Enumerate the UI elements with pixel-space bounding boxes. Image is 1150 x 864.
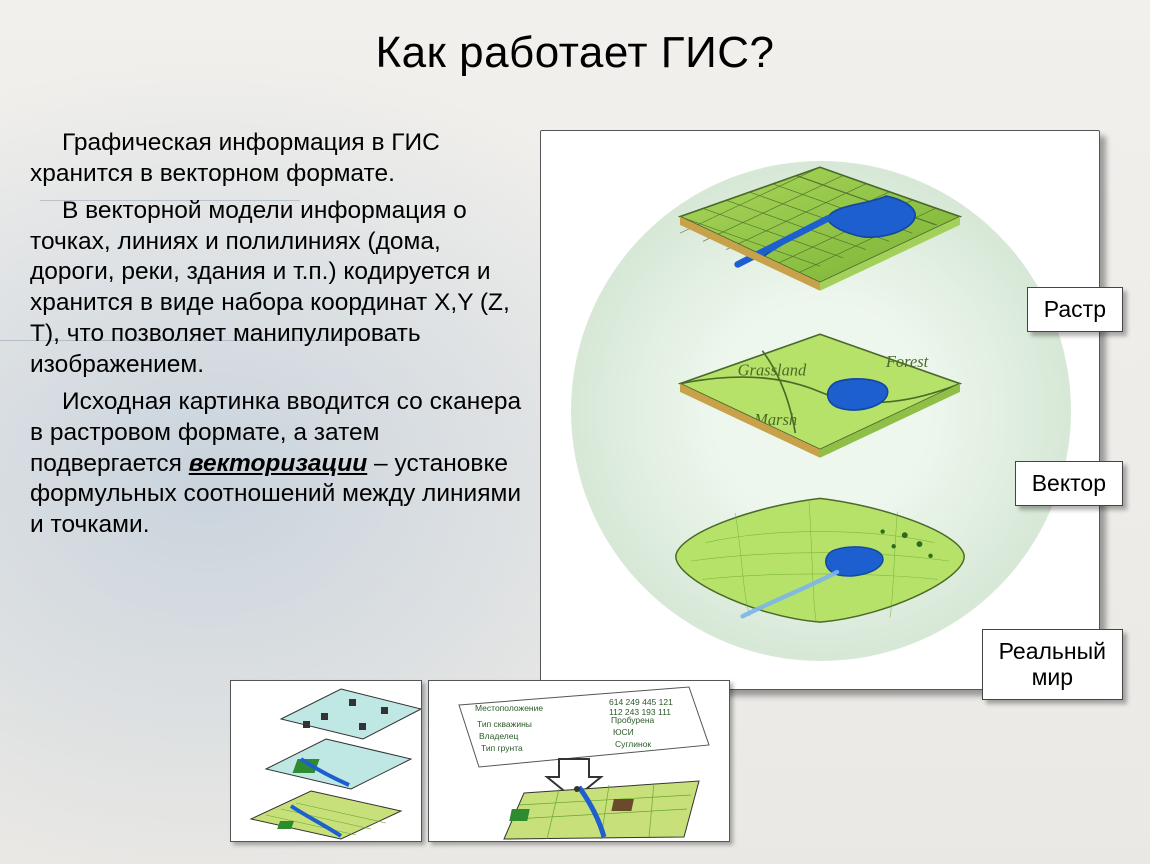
tbl-r2: Пробурена — [611, 715, 655, 725]
slide-title: Как работает ГИС? — [0, 0, 1150, 78]
paragraph-3: Исходная картинка вводится со сканера в … — [30, 387, 530, 541]
body-text: Графическая информация в ГИС хранится в … — [30, 128, 530, 547]
slide: Как работает ГИС? Графическая информация… — [0, 0, 1150, 864]
bottom-fig-layers — [230, 680, 422, 842]
tbl-l4: Тип грунта — [481, 743, 523, 753]
bottom-figures: Местоположение 614 249 445 121 112 243 1… — [230, 680, 730, 842]
label-raster: Растр — [1027, 287, 1123, 332]
paragraph-2: В векторной модели информация о точках, … — [30, 196, 530, 381]
label-vector: Вектор — [1015, 461, 1123, 506]
label-real-world-line2: мир — [999, 664, 1106, 690]
bottom-fig-table: Местоположение 614 249 445 121 112 243 1… — [428, 680, 730, 842]
vectorization-term: векторизации — [189, 450, 367, 477]
label-real-world-line1: Реальный — [999, 638, 1106, 664]
tbl-r0: 614 249 445 121 — [609, 697, 673, 707]
paragraph-1: Графическая информация в ГИС хранится в … — [30, 128, 530, 190]
tbl-l3: Владелец — [479, 731, 518, 741]
tbl-r4: Суглинок — [615, 739, 651, 749]
layers-circle-bg — [571, 161, 1071, 661]
tbl-l2: Тип скважины — [477, 719, 532, 729]
gis-layers-figure: Grassland Forest Marsh — [540, 130, 1100, 690]
tbl-l0: Местоположение — [475, 703, 543, 713]
label-real-world: Реальный мир — [982, 629, 1123, 700]
tbl-r3: ЮСИ — [613, 727, 634, 737]
